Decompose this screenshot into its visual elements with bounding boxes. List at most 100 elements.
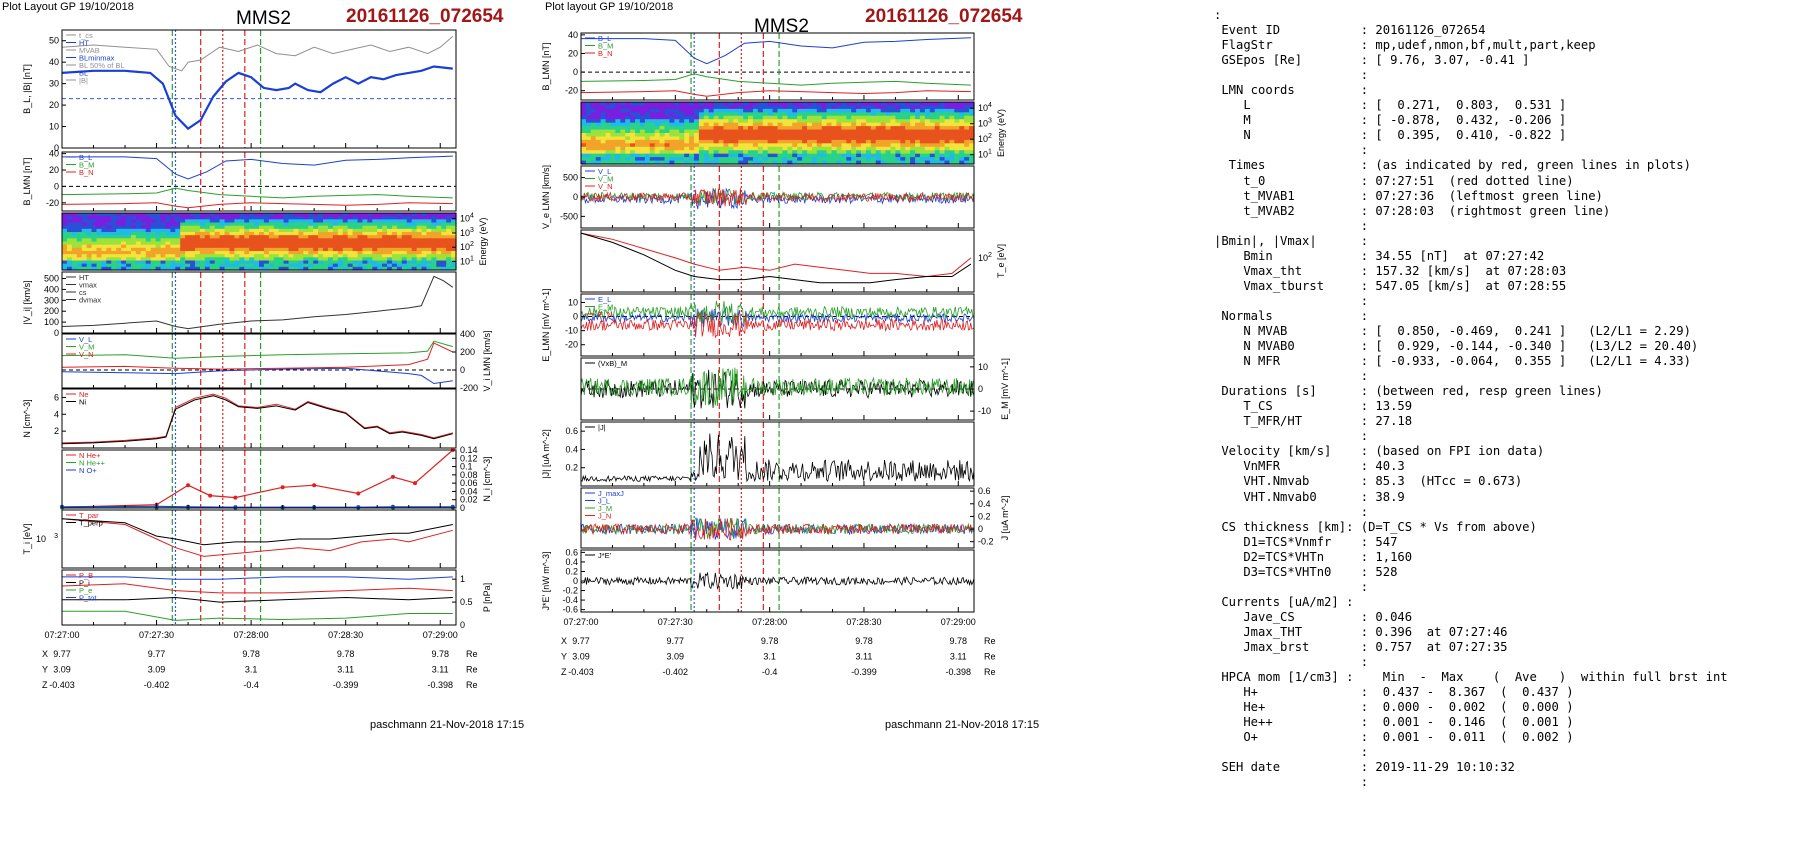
spectrogram-cell bbox=[919, 115, 926, 120]
spectrogram-cell bbox=[367, 266, 373, 271]
spectrogram-cell bbox=[308, 241, 314, 246]
spectrogram-cell bbox=[841, 133, 847, 138]
spectrogram-cell bbox=[693, 143, 700, 148]
spectrogram-cell bbox=[71, 257, 78, 262]
spectrogram-cell bbox=[313, 216, 319, 220]
spectrogram-cell bbox=[718, 105, 725, 110]
spectrogram-cell bbox=[411, 225, 418, 230]
spectrogram-cell bbox=[391, 244, 398, 249]
legend-label: J*E' bbox=[598, 551, 612, 560]
spectrogram-cell bbox=[595, 153, 602, 158]
spectrogram-cell bbox=[718, 150, 725, 155]
spectrogram-cell bbox=[836, 160, 842, 165]
spectrogram-cell bbox=[630, 139, 636, 144]
spectrogram-cell bbox=[639, 160, 646, 165]
spectrogram-cell bbox=[605, 115, 612, 120]
spectrogram-cell bbox=[615, 119, 621, 124]
legend-label: B_N bbox=[598, 49, 613, 58]
spectrogram-cell bbox=[401, 238, 408, 243]
spectrogram-cell bbox=[846, 119, 852, 124]
spectrogram-cell bbox=[605, 157, 612, 162]
spectrogram-cell bbox=[890, 108, 896, 113]
spectrogram-cell bbox=[846, 115, 852, 120]
spectrogram-cell bbox=[959, 102, 965, 107]
spectrogram-cell bbox=[600, 102, 607, 107]
spectrogram-cell bbox=[278, 247, 285, 252]
spectrogram-cell bbox=[352, 241, 359, 246]
spectrogram-cell bbox=[244, 228, 250, 233]
spectrogram-cell bbox=[856, 150, 862, 155]
spectrogram-cell bbox=[367, 232, 373, 236]
spectrogram-cell bbox=[787, 157, 793, 162]
spectrogram-cell bbox=[639, 136, 646, 141]
spectrogram-cell bbox=[436, 263, 442, 268]
spectrogram-cell bbox=[254, 235, 260, 239]
spectrogram-cell bbox=[446, 225, 452, 230]
y-tick-label: 500 bbox=[44, 274, 59, 284]
spectrogram-cell bbox=[130, 238, 137, 243]
spectrogram-cell bbox=[401, 263, 408, 268]
spectrogram-cell bbox=[718, 126, 725, 131]
spectrogram-cell bbox=[659, 126, 666, 131]
spectrogram-cell bbox=[224, 216, 231, 220]
spectrogram-cell bbox=[411, 241, 418, 246]
spectrogram-cell bbox=[615, 115, 621, 120]
spectrogram-cell bbox=[836, 139, 842, 144]
spectrogram-cell bbox=[106, 219, 112, 224]
spectrogram-cell bbox=[590, 143, 597, 148]
spectrogram-cell bbox=[674, 115, 680, 120]
spectrogram-cell bbox=[268, 257, 275, 262]
panel-te: 10 2 T_e [eV] bbox=[580, 229, 1006, 293]
position-unit: Re bbox=[466, 665, 478, 675]
spectrogram-cell bbox=[664, 108, 671, 113]
y-tick-label: 3 bbox=[54, 533, 58, 540]
spectrogram-cell bbox=[150, 260, 157, 265]
panel-jmag: 0.20.40.6|J| [uA m^-2]|J| bbox=[541, 421, 975, 487]
spectrogram-cell bbox=[949, 153, 955, 158]
spectrogram-cell bbox=[293, 232, 299, 236]
spectrogram-cell bbox=[797, 136, 803, 141]
spectrogram-cell bbox=[620, 102, 626, 107]
spectrogram-cell bbox=[401, 225, 408, 230]
spectrogram-cell bbox=[669, 126, 675, 131]
spectrogram-cell bbox=[111, 251, 117, 255]
spectrogram-cell bbox=[630, 143, 636, 148]
spectrogram-cell bbox=[155, 257, 162, 262]
spectrogram-cell bbox=[782, 112, 788, 117]
spectrogram-cell bbox=[130, 222, 137, 227]
spectrogram-cell bbox=[644, 126, 651, 131]
spectrogram-cell bbox=[214, 219, 221, 224]
spectrogram-cell bbox=[391, 216, 398, 220]
spectrogram-cell bbox=[263, 238, 270, 243]
spectrogram-cell bbox=[244, 247, 250, 252]
spectrogram-cell bbox=[347, 238, 354, 243]
spectrogram-cell bbox=[664, 150, 671, 155]
spectrogram-cell bbox=[875, 105, 882, 110]
spectrogram-cell bbox=[66, 241, 73, 246]
spectrogram-cell bbox=[934, 143, 941, 148]
y-axis-label: E_LMN [mV m^-1] bbox=[541, 288, 551, 361]
info-line: CS thickness [km]: (D=T_CS * Vs from abo… bbox=[1214, 519, 1537, 534]
spectrogram-cell bbox=[283, 222, 290, 227]
spectrogram-cell bbox=[126, 257, 132, 262]
spectrogram-cell bbox=[263, 263, 270, 268]
spectrogram-cell bbox=[610, 146, 616, 151]
spectrogram-cell bbox=[910, 139, 916, 144]
spectrogram-cell bbox=[669, 160, 675, 165]
spectrogram-cell bbox=[170, 232, 176, 236]
position-value: -0.4 bbox=[243, 680, 259, 690]
spectrogram-cell bbox=[959, 146, 965, 151]
position-value: 9.77 bbox=[53, 649, 71, 659]
spectrogram-cell bbox=[698, 115, 705, 120]
spectrogram-cell bbox=[130, 244, 137, 249]
spectrogram-cell bbox=[890, 122, 896, 127]
spectrogram-cell bbox=[377, 238, 383, 243]
spectrogram-cell bbox=[185, 244, 191, 249]
spectrogram-cell bbox=[308, 225, 314, 230]
spectrogram-cell bbox=[787, 108, 793, 113]
position-value: 3.09 bbox=[148, 665, 166, 675]
spectrogram-cell bbox=[224, 244, 231, 249]
spectrogram-cell bbox=[111, 235, 117, 239]
spectrogram-cell bbox=[654, 143, 661, 148]
spectrogram-cell bbox=[811, 102, 818, 107]
